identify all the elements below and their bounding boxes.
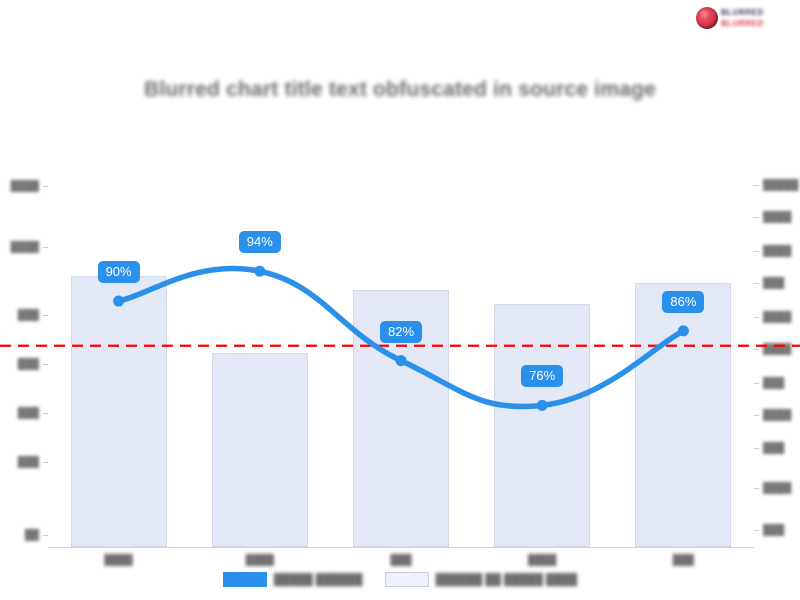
data-label: 90% [97, 261, 140, 284]
legend-item-line-series[interactable]: █████ ██████ [222, 572, 363, 587]
plot-area: ████ ████ ███ ███ ███ ███ ██ █████ ████ ████ ███ █… [0, 170, 800, 566]
axis-tick-label: ████ [763, 245, 792, 257]
legend-label-line-series: █████ ██████ [273, 573, 363, 586]
axis-tick-mark [754, 348, 759, 350]
x-axis-category-label: ███ [390, 555, 412, 566]
legend-label-bar-series: ██████ ██ █████ ████ [435, 573, 578, 586]
logo-wordmark-line-1: BLURRED [721, 8, 764, 17]
axis-tick-mark [754, 448, 759, 450]
axis-tick-mark [754, 414, 759, 416]
logo-wordmark-line-2: BLURRED [721, 19, 764, 28]
brand-logo: BLURRED BLURRED [696, 4, 772, 32]
data-label: 82% [379, 320, 423, 343]
axis-tick-mark [43, 363, 48, 365]
x-axis-category-label: ████ [528, 555, 557, 566]
bar[interactable] [494, 304, 591, 547]
axis-tick-mark [754, 282, 759, 284]
x-axis-category-label: ███ [672, 555, 695, 566]
data-label: 94% [238, 231, 281, 254]
axis-tick-mark [754, 529, 759, 531]
axis-tick-mark [43, 535, 48, 537]
axis-tick-label: ███ [763, 443, 785, 455]
bar[interactable] [635, 283, 732, 547]
x-axis-category-label: ████ [104, 555, 133, 566]
axis-tick-label: ████ [763, 343, 792, 355]
axis-tick-mark [43, 314, 48, 316]
chart-title: Blurred chart title text obfuscated in s… [144, 78, 656, 101]
logo-globe-icon [696, 7, 718, 29]
bar[interactable] [211, 352, 308, 547]
axis-tick-label: ████ [763, 483, 792, 495]
data-label: 86% [662, 290, 705, 313]
axis-tick-label: ████ [763, 409, 792, 421]
axis-tick-mark [754, 316, 759, 318]
axis-tick-label: ███ [17, 407, 39, 419]
axis-tick-label: ████ [10, 241, 39, 253]
legend-swatch-bar-series [384, 572, 429, 587]
axis-tick-label: ████ [763, 211, 792, 223]
axis-tick-label: ███ [763, 524, 785, 536]
logo-wordmark: BLURRED BLURRED [721, 8, 764, 28]
legend-swatch-line-series [222, 572, 267, 587]
y-axis-left: ████ ████ ███ ███ ███ ███ ██ [11, 170, 48, 547]
axis-tick-label: ███ [17, 358, 39, 370]
x-axis-baseline [48, 547, 754, 548]
line-marker[interactable] [254, 265, 266, 277]
axis-tick-mark [754, 250, 759, 252]
axis-tick-mark [754, 184, 759, 186]
chart-legend: █████ ██████ ██████ ██ █████ ████ [0, 572, 800, 587]
axis-tick-mark [43, 246, 48, 248]
axis-tick-mark [43, 412, 48, 414]
axis-tick-mark [754, 488, 759, 490]
axis-tick-label: ███ [763, 277, 785, 289]
x-axis-category-label: ████ [245, 555, 274, 566]
bar[interactable] [70, 276, 167, 547]
axis-tick-label: ████ [763, 311, 792, 323]
axis-tick-label: ███ [17, 309, 39, 321]
axis-tick-mark [754, 216, 759, 218]
legend-item-bar-series[interactable]: ██████ ██ █████ ████ [384, 572, 578, 587]
axis-tick-mark [43, 461, 48, 463]
axis-tick-label: ████ [10, 181, 39, 193]
y-axis-right: █████ ████ ████ ███ ████ ████ ███ ████ ███ ████ ██… [754, 170, 798, 547]
axis-tick-label: █████ [763, 179, 799, 191]
axis-tick-mark [754, 382, 759, 384]
axis-tick-label: ██ [24, 530, 39, 542]
data-label: 76% [521, 365, 564, 388]
axis-tick-mark [43, 186, 48, 188]
axis-tick-label: ███ [763, 377, 785, 389]
axis-tick-label: ███ [17, 456, 39, 468]
